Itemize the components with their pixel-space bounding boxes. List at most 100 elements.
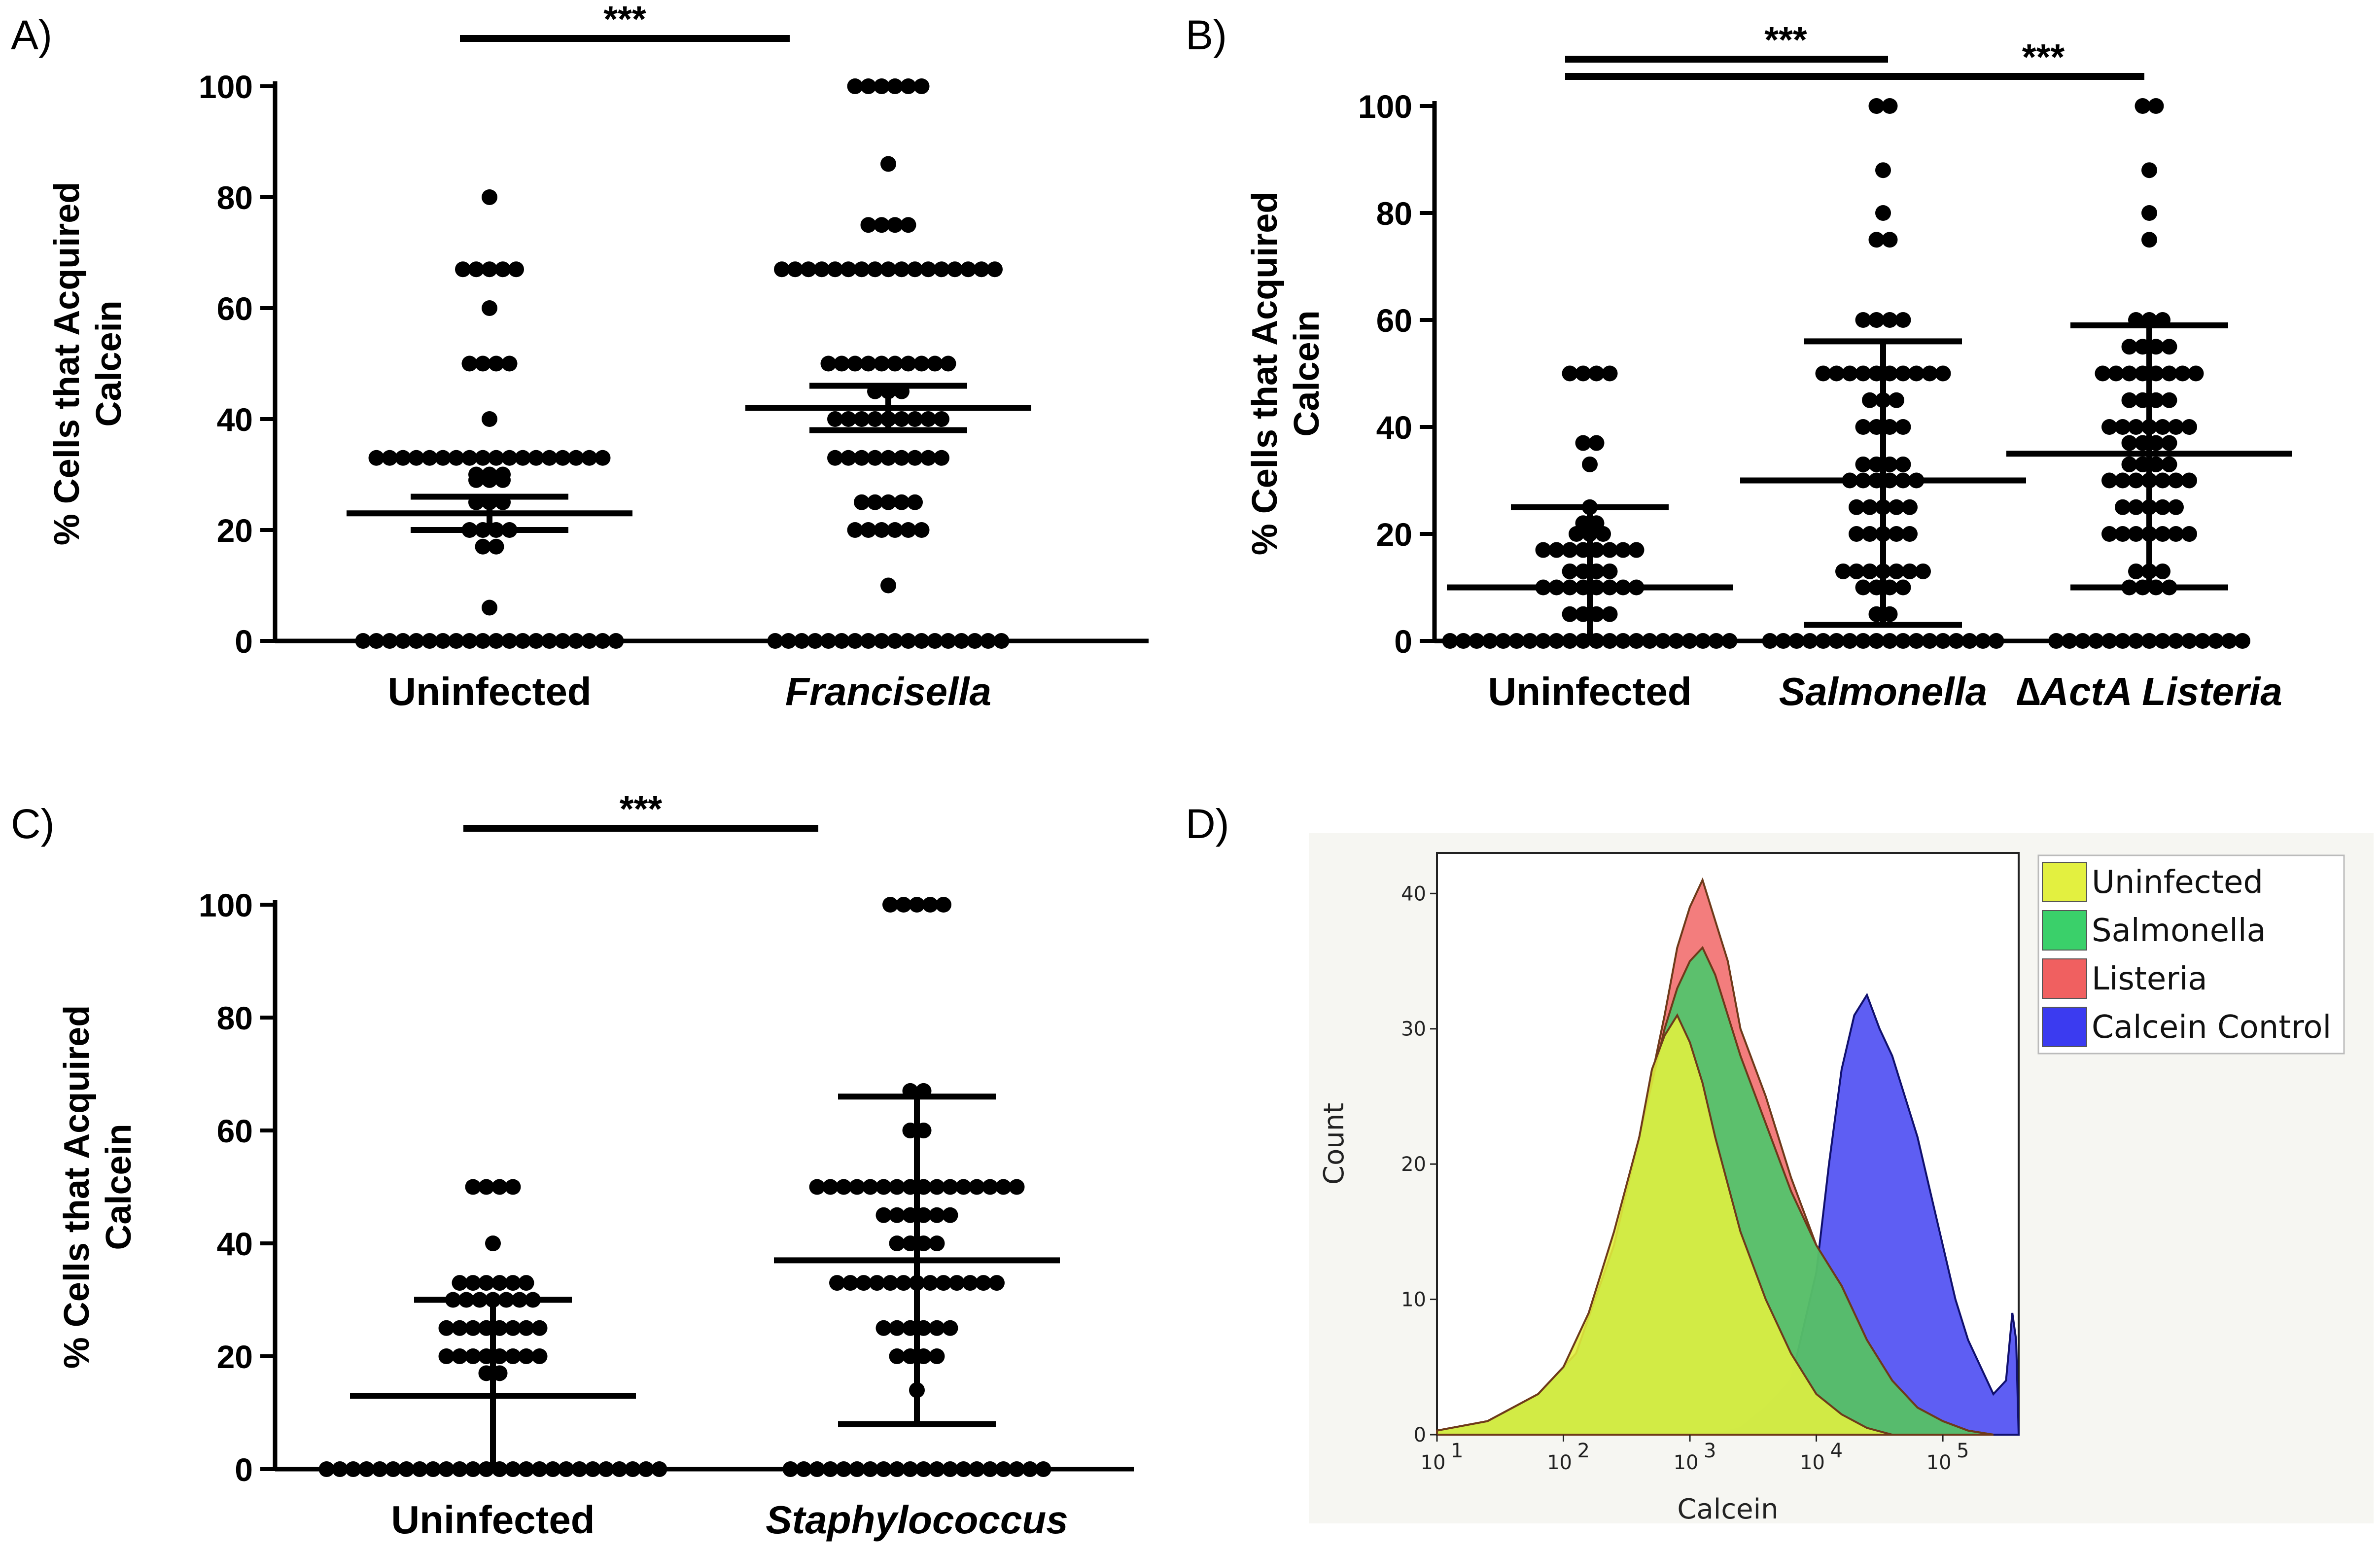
data-point xyxy=(1895,579,1911,596)
data-point xyxy=(2161,365,2177,382)
data-point xyxy=(505,1275,521,1291)
data-point xyxy=(1902,526,1918,542)
data-point xyxy=(1775,633,1791,649)
significance-label: *** xyxy=(2022,36,2065,77)
data-point xyxy=(1855,633,1871,649)
data-point xyxy=(882,1275,898,1291)
data-point xyxy=(787,261,803,278)
data-point xyxy=(585,1461,601,1477)
data-point xyxy=(425,1461,441,1477)
data-point xyxy=(488,538,504,555)
data-point xyxy=(913,633,930,649)
data-point xyxy=(867,450,883,466)
scatter-panel-2: C) 0 20 40 60 80 100 % Cells that Acquired Calce… xyxy=(11,788,1134,1542)
data-point xyxy=(2095,365,2111,382)
data-point xyxy=(452,1461,468,1477)
data-point xyxy=(1575,365,1591,382)
x-tick-exponent: 1 xyxy=(1451,1440,1463,1462)
data-point xyxy=(568,450,584,466)
data-point xyxy=(860,355,876,372)
data-point xyxy=(900,633,916,649)
data-point xyxy=(889,1461,905,1477)
data-point xyxy=(1935,365,1951,382)
data-point xyxy=(896,1275,911,1291)
data-point xyxy=(889,1179,905,1195)
scatter-panel-1: B) 0 20 40 60 80 100 % Cells that Acquired Calce… xyxy=(1186,12,2292,713)
data-point xyxy=(875,1461,892,1477)
data-point xyxy=(1009,1179,1025,1195)
data-point xyxy=(368,450,385,466)
data-point xyxy=(809,1179,825,1195)
data-point xyxy=(531,1320,548,1336)
data-point xyxy=(465,1348,481,1364)
data-point xyxy=(894,450,910,466)
category-label: Uninfected xyxy=(387,670,591,713)
data-point xyxy=(993,633,1010,649)
data-point xyxy=(1642,633,1658,649)
data-point xyxy=(854,261,870,278)
data-point xyxy=(827,261,843,278)
data-point xyxy=(1902,499,1918,515)
data-point xyxy=(820,633,837,649)
data-point xyxy=(780,633,797,649)
data-point xyxy=(2121,365,2137,382)
data-point xyxy=(1562,542,1578,558)
data-point xyxy=(435,450,451,466)
data-point xyxy=(501,633,518,649)
data-point xyxy=(2161,456,2177,472)
data-point xyxy=(947,261,963,278)
data-point xyxy=(1588,435,1605,451)
data-point xyxy=(995,1179,1012,1195)
significance-label: *** xyxy=(620,788,663,829)
data-point xyxy=(2141,162,2157,178)
data-point xyxy=(1695,633,1711,649)
data-point xyxy=(2115,633,2131,649)
y-tick-label: 0 xyxy=(1414,1424,1426,1446)
data-point xyxy=(874,633,890,649)
data-point xyxy=(382,633,398,649)
data-point xyxy=(836,1179,852,1195)
y-axis-title-line1: % Cells that Acquired xyxy=(1245,192,1285,555)
x-tick-exponent: 4 xyxy=(1830,1440,1843,1462)
data-point xyxy=(867,411,883,427)
data-point xyxy=(907,450,923,466)
significance-label: *** xyxy=(1764,19,1807,60)
category-label: Staphylococcus xyxy=(766,1498,1068,1542)
data-point xyxy=(1508,633,1525,649)
data-point xyxy=(541,633,558,649)
data-point xyxy=(929,1207,945,1223)
data-point xyxy=(1855,312,1871,328)
data-point xyxy=(2128,526,2144,542)
data-point xyxy=(1882,98,1898,114)
data-point xyxy=(452,1275,468,1291)
data-point xyxy=(2155,526,2170,542)
data-point xyxy=(809,1461,825,1477)
data-point xyxy=(385,1461,401,1477)
data-point xyxy=(482,261,497,278)
data-point xyxy=(515,450,531,466)
data-point xyxy=(465,1320,481,1336)
data-point xyxy=(2088,633,2104,649)
data-point xyxy=(1762,633,1778,649)
data-point xyxy=(2115,419,2131,435)
x-tick-exponent: 3 xyxy=(1704,1440,1716,1462)
data-point xyxy=(847,633,863,649)
legend-swatch xyxy=(2042,862,2087,902)
data-point xyxy=(836,1461,852,1477)
data-point xyxy=(1882,232,1898,248)
data-point xyxy=(2101,526,2117,542)
data-point xyxy=(2141,633,2157,649)
data-point xyxy=(2181,526,2197,542)
data-point xyxy=(608,633,624,649)
data-point xyxy=(880,450,896,466)
category-label: Uninfected xyxy=(1488,670,1691,713)
y-axis-title-line2: Calcein xyxy=(99,1124,139,1250)
data-point xyxy=(461,355,478,372)
data-point xyxy=(862,1461,878,1477)
data-point xyxy=(842,1275,858,1291)
data-point xyxy=(465,1461,481,1477)
data-point xyxy=(867,494,883,510)
data-point xyxy=(875,1207,892,1223)
data-point xyxy=(528,450,544,466)
y-axis-title-line2: Calcein xyxy=(1287,310,1327,436)
